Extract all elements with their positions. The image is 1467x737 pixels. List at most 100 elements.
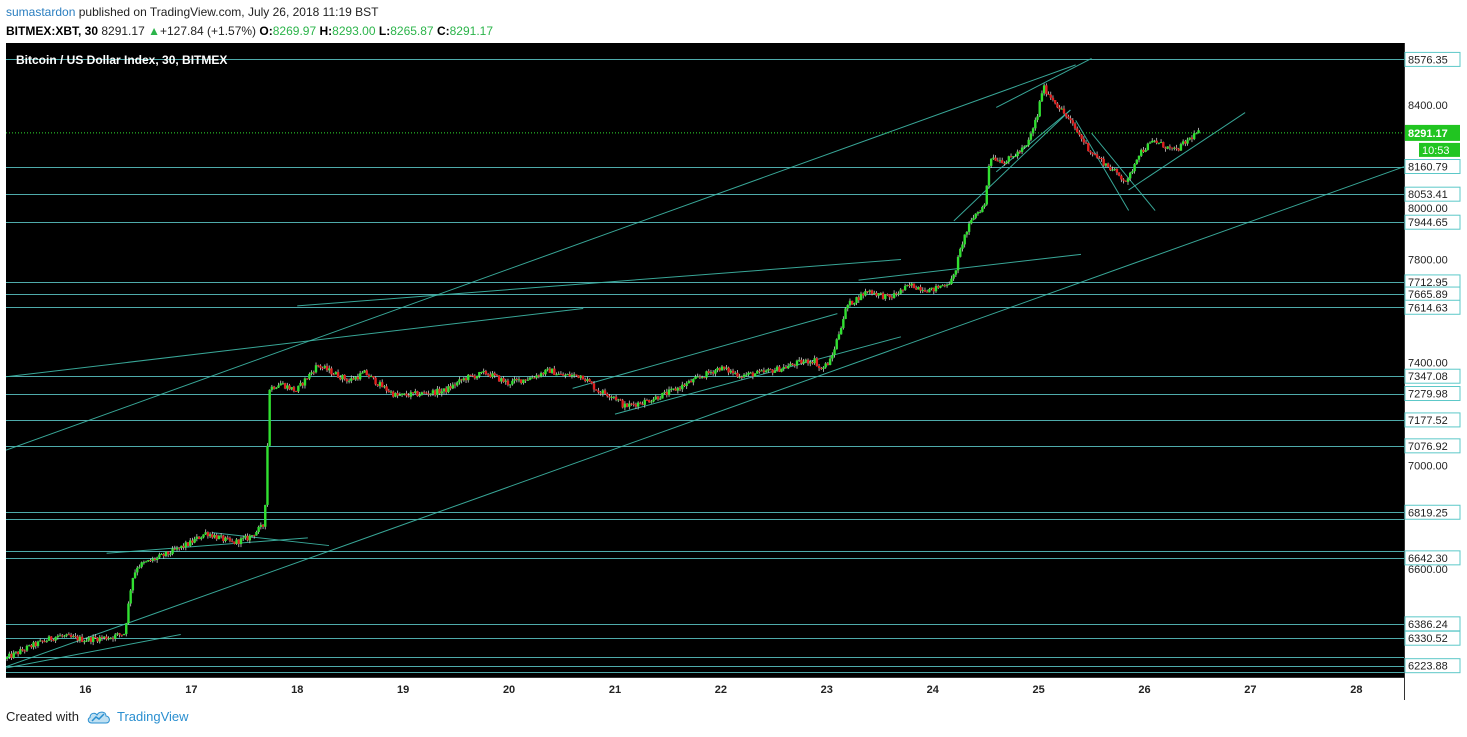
candle-body — [800, 359, 803, 364]
candle-body — [217, 535, 221, 540]
candle-body — [202, 534, 205, 538]
candle-body — [828, 358, 832, 366]
candle-body — [94, 636, 97, 638]
candle-body — [700, 377, 704, 379]
candle-body — [133, 572, 137, 579]
candle-body — [566, 374, 569, 376]
candle-body — [405, 393, 408, 396]
candle-body — [948, 284, 951, 286]
candle-body — [1137, 155, 1141, 160]
candle-body — [65, 634, 68, 636]
candle-body — [760, 370, 763, 372]
candle-body — [303, 378, 307, 386]
candle-body — [345, 379, 349, 382]
candle-body — [129, 590, 132, 604]
candle-body — [85, 640, 88, 642]
candle-body — [8, 653, 11, 657]
tradingview-link[interactable]: TradingView — [116, 709, 189, 724]
candle-body — [213, 535, 216, 538]
last-price-label-box — [1405, 124, 1460, 141]
candle-body — [998, 160, 1002, 162]
candle-body — [255, 531, 258, 536]
candle-body — [403, 393, 406, 395]
candle-body — [16, 651, 20, 655]
candle-body — [149, 560, 152, 562]
candle-body — [361, 372, 364, 374]
candle-body — [111, 637, 115, 639]
candle-body — [617, 399, 620, 401]
candle-body — [312, 372, 315, 374]
candle-body — [601, 390, 605, 394]
candle-body — [21, 649, 24, 651]
level-label-box — [1404, 658, 1461, 674]
x-tick-label: 26 — [1138, 684, 1150, 696]
candle-body — [729, 370, 733, 373]
candle-body — [956, 256, 960, 271]
candle-body — [599, 392, 602, 394]
candle-body — [1073, 123, 1077, 129]
candle-body — [802, 361, 805, 364]
candle-body — [586, 379, 589, 382]
price-chart[interactable]: Bitcoin / US Dollar Index, 30, BITMEX 840… — [6, 43, 1461, 700]
candle-body — [350, 378, 353, 381]
candle-body — [511, 380, 514, 385]
candle-body — [453, 384, 457, 386]
candle-body — [661, 392, 664, 399]
candle-body — [317, 365, 320, 367]
candle-body — [155, 557, 159, 560]
candle-body — [180, 545, 183, 548]
trend-line — [6, 166, 1405, 668]
candle-body — [837, 334, 841, 340]
trend-line — [297, 258, 901, 307]
candle-body — [722, 366, 726, 369]
close-label: C: — [436, 24, 450, 38]
candle-body — [906, 285, 909, 287]
candle-body — [308, 373, 311, 379]
candle-body — [963, 234, 966, 245]
candle-body — [643, 399, 646, 405]
candle-body — [881, 293, 885, 299]
candle-body — [486, 374, 490, 376]
author-link[interactable]: sumastardon — [6, 5, 76, 19]
candle-body — [775, 366, 779, 371]
candle-body — [844, 308, 847, 320]
candle-body — [1120, 175, 1123, 180]
candle-body — [69, 634, 73, 637]
candle-body — [895, 293, 898, 295]
candle-body — [1115, 168, 1119, 173]
candle-body — [504, 380, 507, 382]
candle-body — [1192, 133, 1196, 140]
candle-body — [1102, 158, 1105, 166]
symbol-label: BITMEX:XBT, 30 — [6, 24, 99, 38]
candle-body — [1111, 169, 1114, 171]
level-label: 7177.52 — [1408, 415, 1448, 427]
candle-body — [80, 636, 84, 642]
candle-body — [363, 370, 366, 373]
level-label: 6386.24 — [1408, 619, 1448, 631]
candle-body — [1177, 148, 1180, 151]
open-label: O: — [259, 24, 273, 38]
candle-body — [862, 293, 865, 296]
candle-body — [972, 217, 975, 220]
tradingview-cloud-icon[interactable] — [87, 710, 111, 724]
x-tick-label: 22 — [715, 684, 727, 696]
candle-body — [116, 633, 119, 635]
candle-body — [277, 385, 280, 388]
candle-body — [286, 385, 289, 389]
candle-body — [899, 289, 902, 294]
candle-body — [365, 370, 368, 376]
chart-area[interactable]: Bitcoin / US Dollar Index, 30, BITMEX 840… — [6, 43, 1461, 700]
candle-body — [751, 372, 755, 377]
candle-body — [41, 640, 44, 642]
level-label-box — [1404, 186, 1461, 202]
candle-body — [831, 355, 834, 359]
candle-body — [239, 538, 243, 545]
candle-body — [467, 374, 470, 381]
candle-body — [1078, 132, 1081, 135]
level-label: 7614.63 — [1408, 302, 1448, 314]
candle-body — [621, 400, 624, 408]
candle-body — [36, 641, 40, 647]
candle-body — [261, 524, 265, 527]
candle-body — [939, 285, 942, 288]
candle-body — [416, 391, 419, 397]
